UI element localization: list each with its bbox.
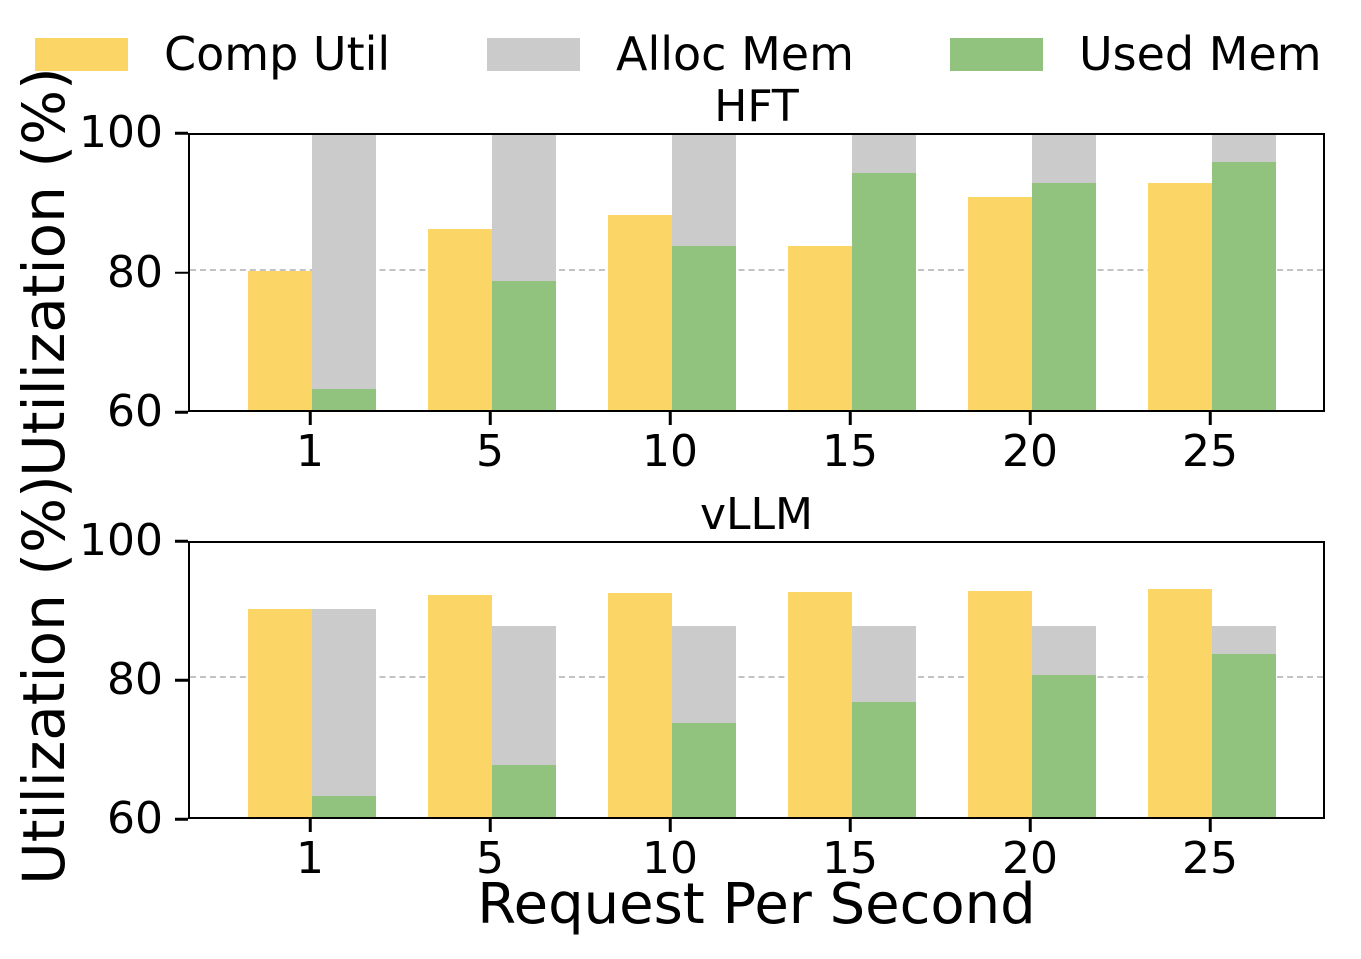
bar-hft-used-mem-rps1: [312, 389, 376, 410]
bar-hft-used-mem-rps15: [852, 172, 916, 410]
bar-hft-comp-util-rps5: [428, 228, 492, 410]
bar-hft-comp-util-rps25: [1148, 183, 1212, 410]
gridline-80: [190, 268, 1323, 271]
y-tick-label: 100: [79, 107, 163, 158]
x-tick-label: 15: [822, 426, 878, 477]
x-tick-label: 5: [476, 426, 504, 477]
legend-swatch-comp-util: [35, 37, 128, 71]
subplot-title-vllm: vLLM: [699, 489, 814, 540]
bar-vllm-comp-util-rps20: [968, 591, 1032, 817]
gridline-80: [190, 676, 1323, 678]
x-tick-mark: [668, 819, 672, 832]
bar-hft-comp-util-rps1: [248, 270, 312, 410]
bar-vllm-used-mem-rps10: [672, 723, 736, 817]
bar-vllm-comp-util-rps1: [248, 608, 312, 817]
y-tick-label: 80: [107, 246, 163, 298]
x-tick-mark: [848, 412, 852, 425]
subplot-title-hft: HFT: [714, 81, 799, 132]
bar-hft-comp-util-rps10: [608, 214, 672, 410]
bar-vllm-used-mem-rps20: [1032, 674, 1096, 817]
bar-vllm-comp-util-rps15: [788, 591, 852, 817]
bar-vllm-used-mem-rps1: [312, 796, 376, 817]
bar-vllm-used-mem-rps5: [492, 764, 556, 817]
legend-label-alloc-mem: Alloc Mem: [616, 27, 854, 81]
y-tick-label: 100: [79, 515, 163, 566]
bar-vllm-used-mem-rps15: [852, 702, 916, 817]
legend-label-used-mem: Used Mem: [1079, 27, 1322, 81]
plot-area-vllm: [188, 541, 1325, 819]
y-tick-label: 80: [107, 654, 163, 705]
x-tick-label: 25: [1182, 426, 1238, 477]
y-tick-mark: [175, 539, 188, 543]
x-tick-label: 5: [476, 833, 504, 884]
legend-label-comp-util: Comp Util: [164, 27, 391, 81]
bar-vllm-comp-util-rps25: [1148, 589, 1212, 817]
bar-hft-used-mem-rps10: [672, 246, 736, 410]
x-tick-mark: [1208, 819, 1212, 832]
legend-entry-comp-util: Comp Util: [35, 30, 390, 78]
x-tick-mark: [1208, 412, 1212, 425]
bar-vllm-comp-util-rps5: [428, 594, 492, 817]
x-tick-mark: [848, 819, 852, 832]
y-tick-mark: [175, 678, 188, 682]
x-tick-mark: [1028, 412, 1032, 425]
bar-hft-comp-util-rps15: [788, 246, 852, 410]
y-tick-mark: [175, 131, 188, 135]
x-tick-mark: [488, 819, 492, 832]
x-tick-mark: [488, 412, 492, 425]
bar-hft-used-mem-rps25: [1212, 162, 1276, 410]
y-tick-mark: [175, 817, 188, 821]
bar-hft-comp-util-rps20: [968, 197, 1032, 410]
x-tick-label: 10: [642, 426, 698, 477]
bar-hft-alloc-mem-rps1: [312, 135, 376, 410]
y-tick-mark: [175, 410, 188, 414]
x-tick-label: 20: [1002, 426, 1058, 477]
bar-vllm-used-mem-rps25: [1212, 653, 1276, 817]
y-tick-mark: [175, 271, 188, 274]
bar-vllm-comp-util-rps10: [608, 592, 672, 817]
bar-hft-used-mem-rps5: [492, 280, 556, 410]
legend-swatch-used-mem: [950, 37, 1043, 71]
x-tick-label: 20: [1002, 833, 1058, 884]
y-tick-label: 60: [107, 386, 163, 437]
x-tick-label: 1: [296, 426, 324, 477]
bar-vllm-alloc-mem-rps1: [312, 608, 376, 817]
x-tick-mark: [668, 412, 672, 425]
bar-hft-used-mem-rps20: [1032, 183, 1096, 410]
x-tick-label: 10: [642, 833, 698, 884]
x-axis-label: Request Per Second: [477, 872, 1036, 937]
x-tick-mark: [308, 412, 312, 425]
legend-swatch-alloc-mem: [487, 37, 580, 71]
x-tick-label: 1: [296, 833, 324, 884]
legend-entry-used-mem: Used Mem: [950, 30, 1322, 78]
x-tick-label: 15: [822, 833, 878, 884]
x-tick-label: 25: [1182, 833, 1238, 884]
x-tick-mark: [308, 819, 312, 832]
legend-entry-alloc-mem: Alloc Mem: [487, 30, 854, 78]
y-tick-label: 60: [107, 793, 163, 844]
plot-area-hft: [188, 133, 1325, 412]
x-tick-mark: [1028, 819, 1032, 832]
